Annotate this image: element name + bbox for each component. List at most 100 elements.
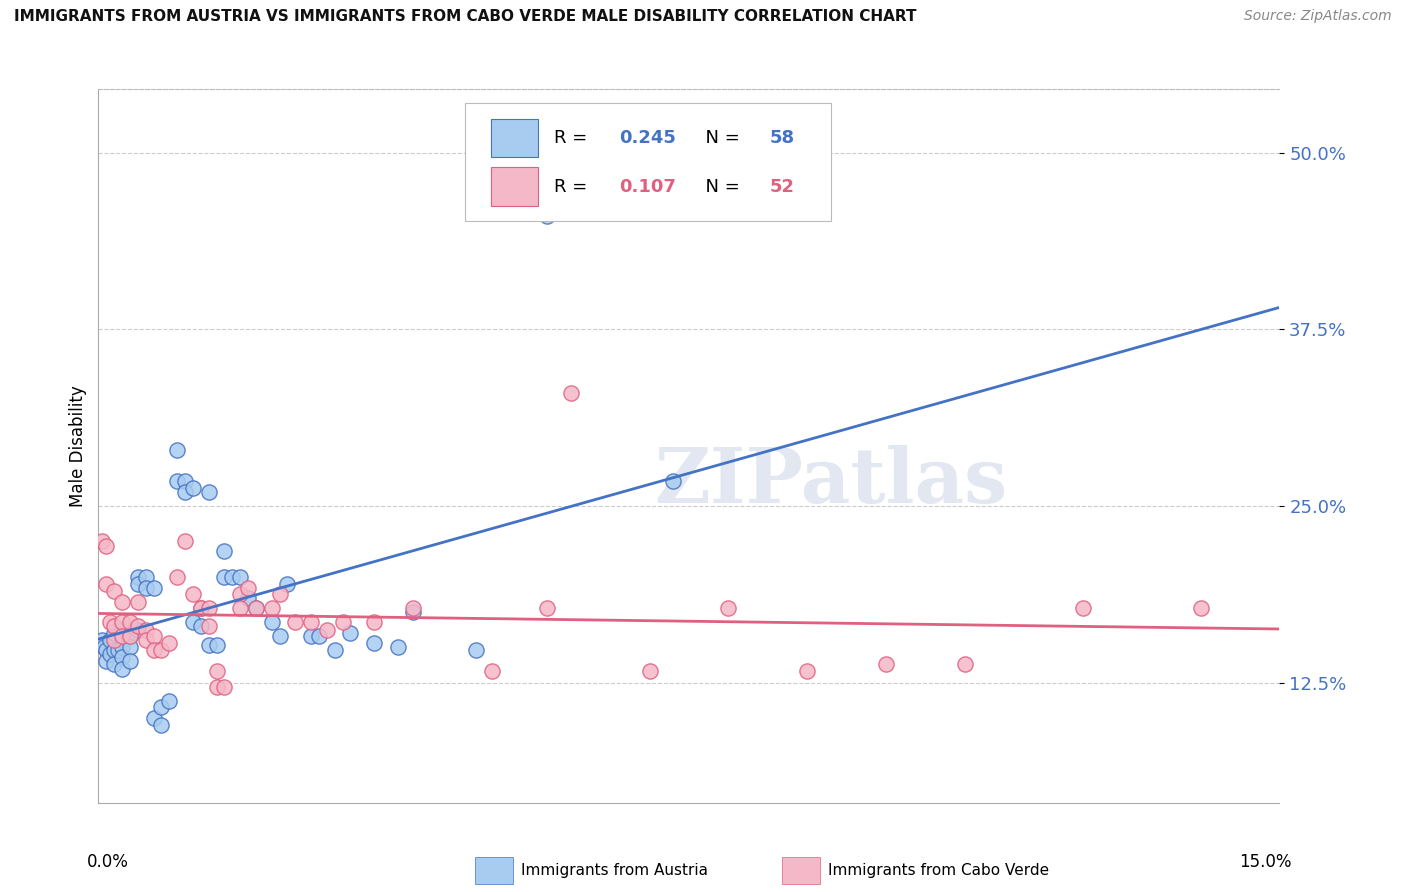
- Point: [299, 615, 322, 629]
- Point: [190, 600, 212, 615]
- Point: [332, 615, 354, 629]
- Point: [93, 640, 115, 655]
- Text: R =: R =: [554, 129, 593, 147]
- Point: [174, 474, 197, 488]
- Point: [103, 657, 125, 672]
- Point: [953, 657, 976, 672]
- Point: [142, 581, 165, 595]
- Point: [118, 615, 141, 629]
- Text: 0.107: 0.107: [619, 178, 676, 195]
- Point: [190, 619, 212, 633]
- Point: [118, 655, 141, 669]
- Point: [118, 629, 141, 643]
- Point: [118, 626, 141, 640]
- Text: N =: N =: [693, 178, 745, 195]
- Point: [111, 633, 134, 648]
- Point: [465, 643, 488, 657]
- Point: [229, 570, 252, 584]
- Point: [197, 638, 219, 652]
- Point: [638, 665, 661, 679]
- Point: [111, 650, 134, 665]
- Point: [103, 643, 125, 657]
- Point: [111, 595, 134, 609]
- Point: [118, 629, 141, 643]
- Point: [96, 539, 118, 553]
- Point: [157, 636, 180, 650]
- Text: ZIPatlas: ZIPatlas: [654, 445, 1007, 518]
- Point: [717, 600, 740, 615]
- Point: [127, 624, 149, 638]
- Point: [142, 643, 165, 657]
- Point: [98, 615, 121, 629]
- Point: [118, 640, 141, 655]
- Point: [229, 600, 252, 615]
- Point: [127, 570, 149, 584]
- Point: [402, 605, 425, 619]
- Point: [245, 600, 267, 615]
- Point: [157, 694, 180, 708]
- Point: [236, 581, 259, 595]
- Point: [260, 615, 283, 629]
- Point: [205, 638, 228, 652]
- Point: [197, 600, 219, 615]
- Point: [135, 633, 157, 648]
- Point: [142, 711, 165, 725]
- Point: [536, 600, 558, 615]
- Text: Source: ZipAtlas.com: Source: ZipAtlas.com: [1244, 9, 1392, 23]
- Point: [135, 581, 157, 595]
- Point: [363, 636, 385, 650]
- Point: [236, 591, 259, 605]
- Point: [560, 386, 582, 401]
- Point: [269, 629, 291, 643]
- Point: [197, 484, 219, 499]
- Text: 15.0%: 15.0%: [1239, 853, 1291, 871]
- Point: [103, 583, 125, 598]
- Point: [299, 629, 322, 643]
- Point: [229, 587, 252, 601]
- Text: N =: N =: [693, 129, 745, 147]
- Point: [103, 633, 125, 648]
- Point: [96, 576, 118, 591]
- Point: [387, 640, 409, 655]
- Point: [190, 600, 212, 615]
- Point: [166, 570, 188, 584]
- Point: [214, 680, 236, 694]
- Point: [107, 643, 129, 657]
- FancyBboxPatch shape: [491, 119, 537, 157]
- Point: [269, 587, 291, 601]
- Point: [181, 587, 204, 601]
- Point: [127, 576, 149, 591]
- Point: [135, 624, 157, 638]
- Point: [402, 600, 425, 615]
- Point: [308, 629, 330, 643]
- Point: [214, 544, 236, 558]
- FancyBboxPatch shape: [464, 103, 831, 221]
- Point: [111, 662, 134, 676]
- Point: [1189, 600, 1212, 615]
- Point: [284, 615, 307, 629]
- Point: [197, 619, 219, 633]
- Point: [142, 629, 165, 643]
- Point: [214, 570, 236, 584]
- Text: 0.0%: 0.0%: [87, 853, 128, 871]
- Point: [363, 615, 385, 629]
- Point: [103, 619, 125, 633]
- Point: [323, 643, 346, 657]
- Point: [260, 600, 283, 615]
- Point: [96, 643, 118, 657]
- Text: IMMIGRANTS FROM AUSTRIA VS IMMIGRANTS FROM CABO VERDE MALE DISABILITY CORRELATIO: IMMIGRANTS FROM AUSTRIA VS IMMIGRANTS FR…: [14, 9, 917, 24]
- Point: [111, 629, 134, 643]
- Text: Immigrants from Austria: Immigrants from Austria: [522, 863, 709, 878]
- Point: [135, 570, 157, 584]
- Point: [174, 484, 197, 499]
- Text: Immigrants from Cabo Verde: Immigrants from Cabo Verde: [828, 863, 1049, 878]
- Point: [662, 474, 685, 488]
- Point: [150, 699, 173, 714]
- Point: [127, 595, 149, 609]
- Point: [166, 442, 188, 457]
- Point: [98, 633, 121, 648]
- Point: [103, 626, 125, 640]
- Point: [339, 626, 361, 640]
- Text: 52: 52: [769, 178, 794, 195]
- FancyBboxPatch shape: [475, 857, 513, 884]
